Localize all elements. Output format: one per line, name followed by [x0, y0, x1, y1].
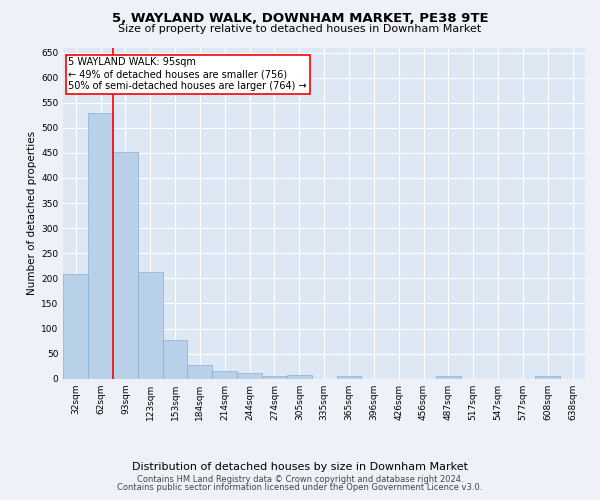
Bar	[138, 272, 163, 379]
Bar	[113, 152, 138, 379]
Text: 5 WAYLAND WALK: 95sqm
← 49% of detached houses are smaller (756)
50% of semi-det: 5 WAYLAND WALK: 95sqm ← 49% of detached …	[68, 58, 307, 90]
Bar	[88, 112, 113, 379]
Text: Distribution of detached houses by size in Downham Market: Distribution of detached houses by size …	[132, 462, 468, 472]
Bar	[262, 376, 287, 379]
Bar	[212, 371, 237, 379]
Text: Contains public sector information licensed under the Open Government Licence v3: Contains public sector information licen…	[118, 483, 482, 492]
Bar	[187, 365, 212, 379]
Bar	[337, 376, 361, 379]
Bar	[287, 374, 312, 379]
Bar	[436, 376, 461, 379]
Text: Size of property relative to detached houses in Downham Market: Size of property relative to detached ho…	[118, 24, 482, 34]
Bar	[237, 372, 262, 379]
Y-axis label: Number of detached properties: Number of detached properties	[27, 131, 37, 295]
Bar	[535, 376, 560, 379]
Text: Contains HM Land Registry data © Crown copyright and database right 2024.: Contains HM Land Registry data © Crown c…	[137, 475, 463, 484]
Bar	[63, 274, 88, 379]
Text: 5, WAYLAND WALK, DOWNHAM MARKET, PE38 9TE: 5, WAYLAND WALK, DOWNHAM MARKET, PE38 9T…	[112, 12, 488, 26]
Bar	[163, 340, 187, 379]
